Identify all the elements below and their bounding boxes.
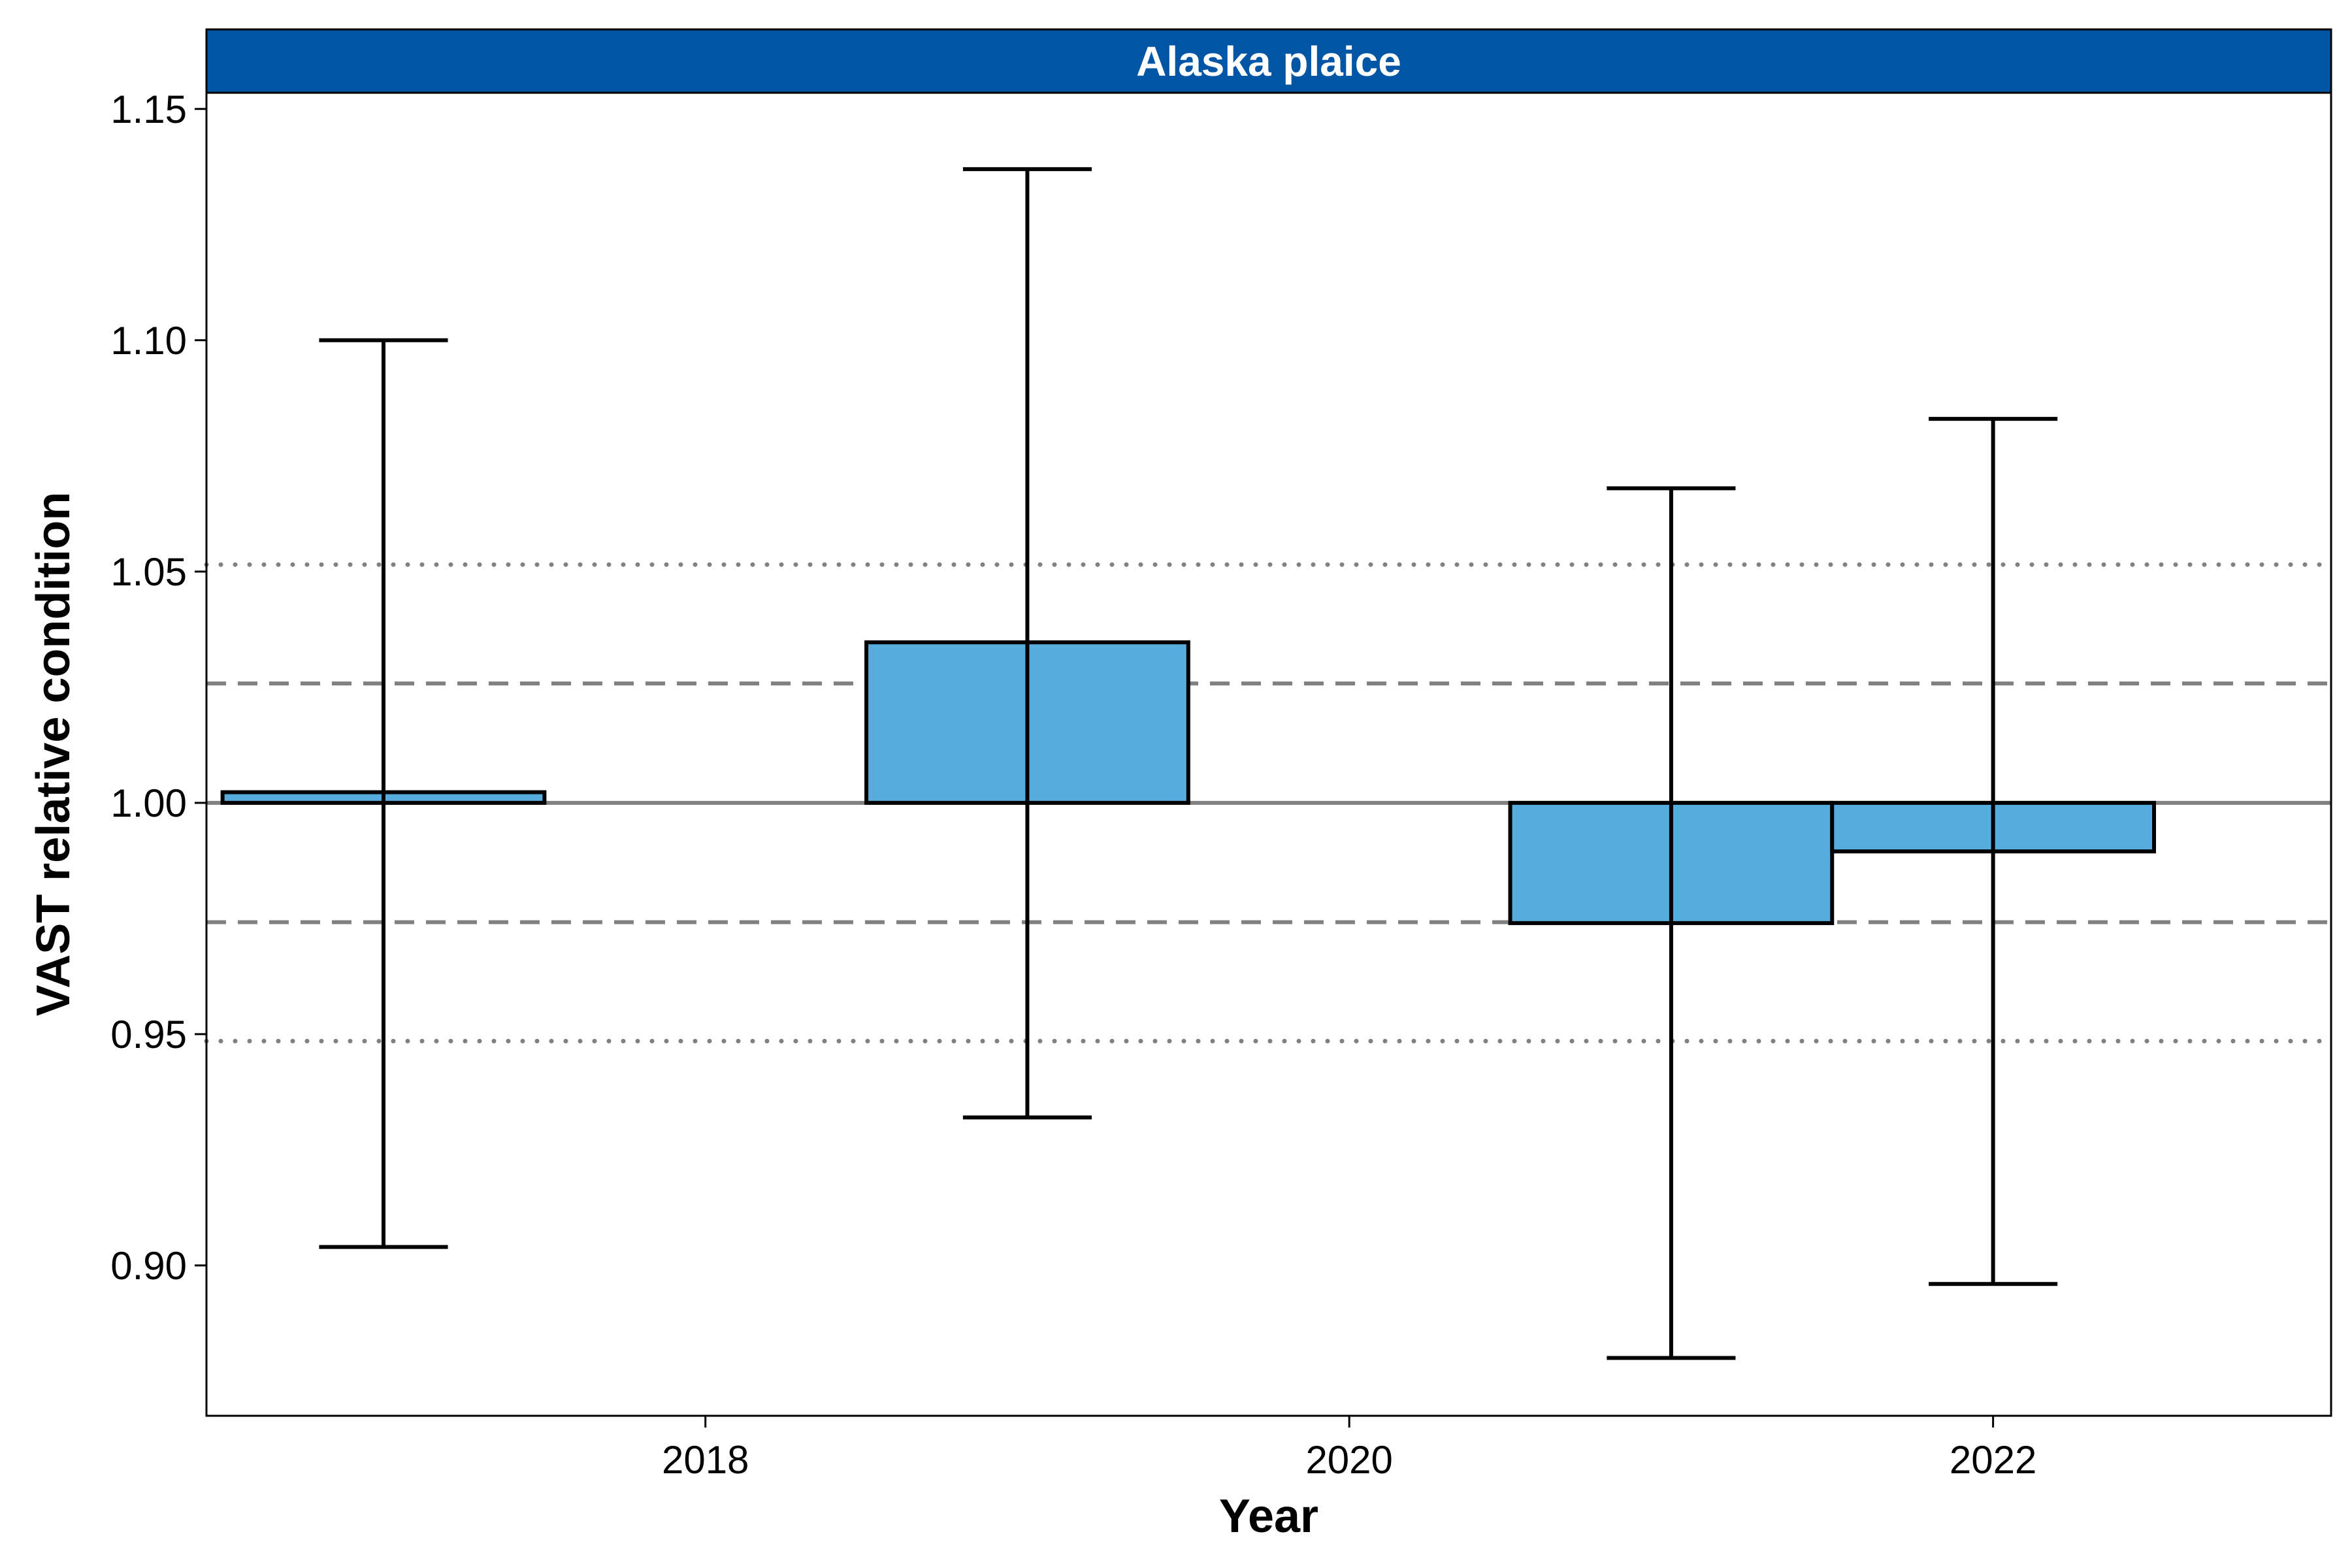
y-axis-title: VAST relative condition: [27, 492, 80, 1017]
y-tick-label: 0.95: [110, 1013, 187, 1056]
y-tick-label: 1.10: [110, 319, 187, 363]
y-tick-label: 1.05: [110, 550, 187, 594]
panel-title: Alaska plaice: [1136, 38, 1401, 85]
x-tick-label: 2018: [662, 1438, 749, 1482]
x-axis: 2018 2020 2022: [662, 1416, 2036, 1482]
y-tick-label: 0.90: [110, 1244, 187, 1288]
x-tick-label: 2020: [1305, 1438, 1392, 1482]
y-tick-label: 1.15: [110, 88, 187, 131]
plot-panel-border: [205, 91, 2332, 1417]
panel-strip: [205, 28, 2332, 94]
error-bars: [319, 167, 2058, 1360]
y-tick-label: 1.00: [110, 781, 187, 825]
x-axis-title: Year: [1219, 1490, 1318, 1543]
y-axis: 0.90 0.95 1.00 1.05 1.10 1.15: [110, 88, 206, 1288]
x-tick-label: 2022: [1950, 1438, 2036, 1482]
